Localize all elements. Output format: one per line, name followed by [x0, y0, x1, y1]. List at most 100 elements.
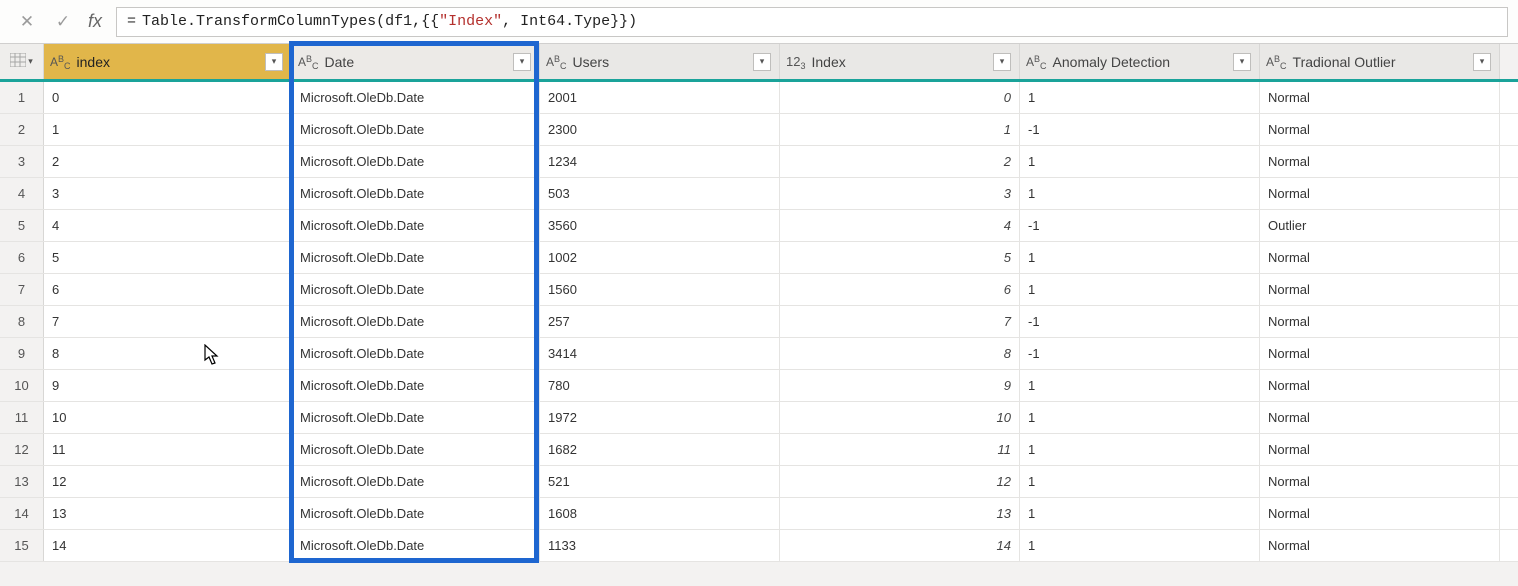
- column-filter-button[interactable]: ▾: [1473, 53, 1491, 71]
- cell-index[interactable]: 12: [780, 466, 1020, 497]
- cell-index[interactable]: 3: [780, 178, 1020, 209]
- cell-date[interactable]: Microsoft.OleDb.Date: [292, 114, 540, 145]
- formula-commit-button[interactable]: ✓: [46, 8, 80, 36]
- cell-date[interactable]: Microsoft.OleDb.Date: [292, 274, 540, 305]
- row-number[interactable]: 4: [0, 178, 44, 209]
- cell-index[interactable]: 5: [780, 242, 1020, 273]
- cell-anomaly[interactable]: 1: [1020, 498, 1260, 529]
- row-number[interactable]: 13: [0, 466, 44, 497]
- cell-index[interactable]: 13: [44, 498, 292, 529]
- cell-date[interactable]: Microsoft.OleDb.Date: [292, 498, 540, 529]
- cell-date[interactable]: Microsoft.OleDb.Date: [292, 434, 540, 465]
- column-header-date[interactable]: ABCDate▾: [292, 44, 540, 79]
- cell-date[interactable]: Microsoft.OleDb.Date: [292, 178, 540, 209]
- cell-index[interactable]: 12: [44, 466, 292, 497]
- cell-users[interactable]: 3560: [540, 210, 780, 241]
- cell-outlier[interactable]: Normal: [1260, 146, 1500, 177]
- cell-index[interactable]: 4: [44, 210, 292, 241]
- cell-index[interactable]: 9: [780, 370, 1020, 401]
- column-filter-button[interactable]: ▾: [753, 53, 771, 71]
- cell-outlier[interactable]: Normal: [1260, 466, 1500, 497]
- cell-index[interactable]: 1: [44, 114, 292, 145]
- cell-date[interactable]: Microsoft.OleDb.Date: [292, 466, 540, 497]
- cell-index[interactable]: 9: [44, 370, 292, 401]
- cell-outlier[interactable]: Normal: [1260, 274, 1500, 305]
- cell-index[interactable]: 8: [780, 338, 1020, 369]
- cell-date[interactable]: Microsoft.OleDb.Date: [292, 242, 540, 273]
- column-header-index[interactable]: ABCindex▾: [44, 44, 292, 79]
- cell-outlier[interactable]: Normal: [1260, 178, 1500, 209]
- cell-anomaly[interactable]: 1: [1020, 370, 1260, 401]
- cell-outlier[interactable]: Outlier: [1260, 210, 1500, 241]
- column-filter-button[interactable]: ▾: [513, 53, 531, 71]
- table-row[interactable]: 87Microsoft.OleDb.Date2577-1Normal: [0, 306, 1518, 338]
- cell-index[interactable]: 2: [44, 146, 292, 177]
- cell-anomaly[interactable]: -1: [1020, 338, 1260, 369]
- cell-index[interactable]: 11: [780, 434, 1020, 465]
- cell-anomaly[interactable]: 1: [1020, 434, 1260, 465]
- cell-users[interactable]: 1682: [540, 434, 780, 465]
- cell-outlier[interactable]: Normal: [1260, 82, 1500, 113]
- cell-index[interactable]: 1: [780, 114, 1020, 145]
- cell-outlier[interactable]: Normal: [1260, 242, 1500, 273]
- cell-date[interactable]: Microsoft.OleDb.Date: [292, 530, 540, 561]
- cell-anomaly[interactable]: 1: [1020, 242, 1260, 273]
- cell-index[interactable]: 0: [44, 82, 292, 113]
- cell-users[interactable]: 1002: [540, 242, 780, 273]
- row-number[interactable]: 15: [0, 530, 44, 561]
- column-header-users[interactable]: ABCUsers▾: [540, 44, 780, 79]
- column-filter-button[interactable]: ▾: [993, 53, 1011, 71]
- table-row[interactable]: 32Microsoft.OleDb.Date123421Normal: [0, 146, 1518, 178]
- cell-index[interactable]: 13: [780, 498, 1020, 529]
- cell-users[interactable]: 503: [540, 178, 780, 209]
- row-number[interactable]: 12: [0, 434, 44, 465]
- cell-index[interactable]: 8: [44, 338, 292, 369]
- column-filter-button[interactable]: ▾: [1233, 53, 1251, 71]
- cell-users[interactable]: 1560: [540, 274, 780, 305]
- cell-users[interactable]: 521: [540, 466, 780, 497]
- table-row[interactable]: 65Microsoft.OleDb.Date100251Normal: [0, 242, 1518, 274]
- cell-anomaly[interactable]: 1: [1020, 402, 1260, 433]
- table-row[interactable]: 1413Microsoft.OleDb.Date1608131Normal: [0, 498, 1518, 530]
- cell-index[interactable]: 4: [780, 210, 1020, 241]
- cell-index[interactable]: 7: [44, 306, 292, 337]
- cell-anomaly[interactable]: 1: [1020, 274, 1260, 305]
- cell-outlier[interactable]: Normal: [1260, 114, 1500, 145]
- cell-index[interactable]: 14: [780, 530, 1020, 561]
- cell-anomaly[interactable]: -1: [1020, 114, 1260, 145]
- cell-index[interactable]: 10: [780, 402, 1020, 433]
- cell-users[interactable]: 2300: [540, 114, 780, 145]
- table-row[interactable]: 98Microsoft.OleDb.Date34148-1Normal: [0, 338, 1518, 370]
- cell-anomaly[interactable]: -1: [1020, 210, 1260, 241]
- cell-users[interactable]: 2001: [540, 82, 780, 113]
- cell-date[interactable]: Microsoft.OleDb.Date: [292, 338, 540, 369]
- cell-users[interactable]: 1972: [540, 402, 780, 433]
- cell-index[interactable]: 5: [44, 242, 292, 273]
- column-header-index[interactable]: 123Index▾: [780, 44, 1020, 79]
- cell-anomaly[interactable]: -1: [1020, 306, 1260, 337]
- cell-outlier[interactable]: Normal: [1260, 402, 1500, 433]
- cell-date[interactable]: Microsoft.OleDb.Date: [292, 402, 540, 433]
- table-row[interactable]: 10Microsoft.OleDb.Date200101Normal: [0, 82, 1518, 114]
- cell-outlier[interactable]: Normal: [1260, 498, 1500, 529]
- column-header-anomaly[interactable]: ABCAnomaly Detection▾: [1020, 44, 1260, 79]
- row-number[interactable]: 8: [0, 306, 44, 337]
- row-number[interactable]: 11: [0, 402, 44, 433]
- cell-date[interactable]: Microsoft.OleDb.Date: [292, 210, 540, 241]
- cell-anomaly[interactable]: 1: [1020, 82, 1260, 113]
- cell-date[interactable]: Microsoft.OleDb.Date: [292, 370, 540, 401]
- table-row[interactable]: 1211Microsoft.OleDb.Date1682111Normal: [0, 434, 1518, 466]
- cell-date[interactable]: Microsoft.OleDb.Date: [292, 306, 540, 337]
- cell-index[interactable]: 11: [44, 434, 292, 465]
- cell-outlier[interactable]: Normal: [1260, 530, 1500, 561]
- row-number[interactable]: 3: [0, 146, 44, 177]
- cell-users[interactable]: 257: [540, 306, 780, 337]
- table-row[interactable]: 76Microsoft.OleDb.Date156061Normal: [0, 274, 1518, 306]
- table-row[interactable]: 54Microsoft.OleDb.Date35604-1Outlier: [0, 210, 1518, 242]
- row-number[interactable]: 7: [0, 274, 44, 305]
- row-number[interactable]: 14: [0, 498, 44, 529]
- cell-users[interactable]: 1608: [540, 498, 780, 529]
- row-number[interactable]: 1: [0, 82, 44, 113]
- cell-outlier[interactable]: Normal: [1260, 370, 1500, 401]
- table-row[interactable]: 1110Microsoft.OleDb.Date1972101Normal: [0, 402, 1518, 434]
